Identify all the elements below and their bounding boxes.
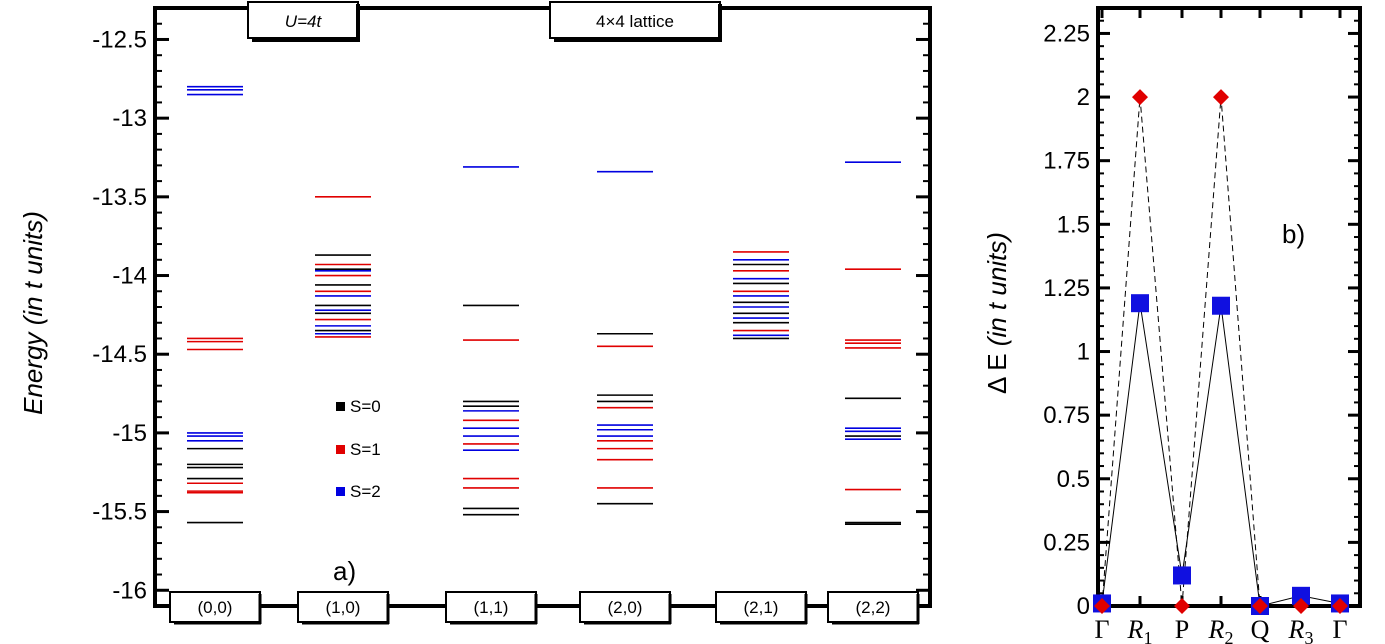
- series-diamond-point: [1094, 598, 1110, 614]
- series-diamond-point: [1293, 598, 1309, 614]
- legend-label-s0: S=0: [350, 397, 381, 416]
- series-square-point: [1173, 566, 1191, 585]
- column-label-box: [827, 591, 919, 623]
- panel-b-y-tick-label: 0: [1077, 593, 1090, 620]
- panel-b-y-tick-label: 1.75: [1043, 148, 1090, 175]
- annotation-u: U=4t: [285, 12, 323, 31]
- annotation-u-box: U=4t: [247, 1, 360, 42]
- panel-a-y-tick-label: -13: [112, 105, 147, 132]
- panel-a-label: a): [333, 556, 356, 586]
- legend-label-s2: S=2: [350, 482, 381, 501]
- series-diamond-point: [1213, 89, 1229, 106]
- legend-label-s1: S=1: [350, 440, 381, 459]
- panel-b-y-ticks: 0 0.25 0.5 0.75 1 1.25 1.5 1.75 2 2.25: [1043, 8, 1360, 620]
- panel-b-y-tick-label: 2.25: [1043, 20, 1090, 47]
- panel-b-y-axis-title: Δ E (in t units): [982, 232, 1012, 394]
- panel-a-levels: [187, 85, 901, 525]
- series-square-point: [1131, 294, 1149, 313]
- panel-b-x-tick-label: R3: [1288, 615, 1314, 644]
- panel-a-y-tick-label: -14: [112, 263, 147, 290]
- panel-a-y-tick-label: -16: [112, 577, 147, 604]
- panel-b-frame: [1096, 6, 1362, 608]
- panel-b-y-tick-label: 1: [1077, 339, 1090, 366]
- panel-a-y-tick-label: -15.5: [92, 499, 147, 526]
- panel-a-y-tick-label: -12.5: [92, 26, 147, 53]
- panel-a-y-axis-main: Energy: [18, 331, 48, 415]
- legend-swatch-s2: [336, 487, 345, 496]
- series-diamond-point: [1332, 598, 1348, 614]
- panel-b-x-tick-label: R2: [1208, 615, 1234, 644]
- panel-a-y-tick-label: -15: [112, 420, 147, 447]
- panel-a: -12.5 -13 -13.5 -14 -14.5 -15 -15.5 -16 (0,0) (1…: [18, 1, 932, 625]
- panel-b-x-tick-label: R1: [1127, 615, 1153, 644]
- panel-a-y-axis-italic: (in t units): [18, 211, 48, 325]
- panel-b-x-tick-label: Q: [1251, 615, 1270, 644]
- panel-b-label: b): [1282, 219, 1305, 249]
- panel-b-y-tick-label: 0.5: [1057, 466, 1090, 493]
- series-square-point: [1292, 586, 1310, 605]
- column-label: (1,1): [474, 598, 509, 617]
- panel-b-x-tick-label: P: [1175, 615, 1189, 644]
- panel-b-y-tick-label: 0.75: [1043, 402, 1090, 429]
- series-square-point: [1212, 296, 1230, 315]
- column-label: (1,0): [326, 598, 361, 617]
- column-label: (2,1): [744, 598, 779, 617]
- annotation-lattice: 4×4 lattice: [596, 12, 674, 31]
- legend-swatch-s0: [336, 402, 345, 411]
- series-diamond-point: [1252, 598, 1268, 614]
- panel-b-y-tick-label: 1.5: [1057, 211, 1090, 238]
- panel-b-x-labels: Γ R1 P R2 Q R3 Γ: [1094, 615, 1347, 644]
- panel-a-frame: [153, 6, 932, 608]
- panel-a-y-ticks: -12.5 -13 -13.5 -14 -14.5 -15 -15.5 -16: [92, 22, 930, 604]
- panel-a-y-axis-title: Energy (in t units): [18, 211, 48, 415]
- series-diamond-line: [1101, 97, 1340, 607]
- column-label: (2,0): [608, 598, 643, 617]
- panel-b-y-axis-main: Δ E: [982, 353, 1012, 394]
- panel-b-x-tick-label: Γ: [1332, 615, 1347, 644]
- series-square-line: [1101, 303, 1341, 607]
- legend: S=0 S=1 S=2: [336, 397, 381, 501]
- panel-a-column-labels: (0,0) (1,0) (1,1) (2,0) (2,1) (2,2): [169, 591, 920, 625]
- column-label-box: [579, 591, 671, 623]
- column-label: (0,0): [198, 598, 233, 617]
- annotation-lattice-box: 4×4 lattice: [549, 1, 722, 42]
- series-diamond-point: [1132, 89, 1148, 106]
- column-label-box: [169, 591, 261, 623]
- panel-a-y-tick-label: -14.5: [92, 341, 147, 368]
- series-diamond-point: [1174, 598, 1190, 614]
- panel-b-y-tick-label: 0.25: [1043, 529, 1090, 556]
- panel-b-y-axis-italic: (in t units): [982, 232, 1012, 346]
- panel-b-x-tick-label: Γ: [1094, 615, 1109, 644]
- panel-b-y-tick-label: 1.25: [1043, 275, 1090, 302]
- panel-b-y-tick-label: 2: [1077, 84, 1090, 111]
- panel-a-y-tick-label: -13.5: [92, 184, 147, 211]
- panel-b-series: [1093, 89, 1349, 615]
- legend-swatch-s1: [336, 445, 345, 454]
- column-label: (2,2): [856, 598, 891, 617]
